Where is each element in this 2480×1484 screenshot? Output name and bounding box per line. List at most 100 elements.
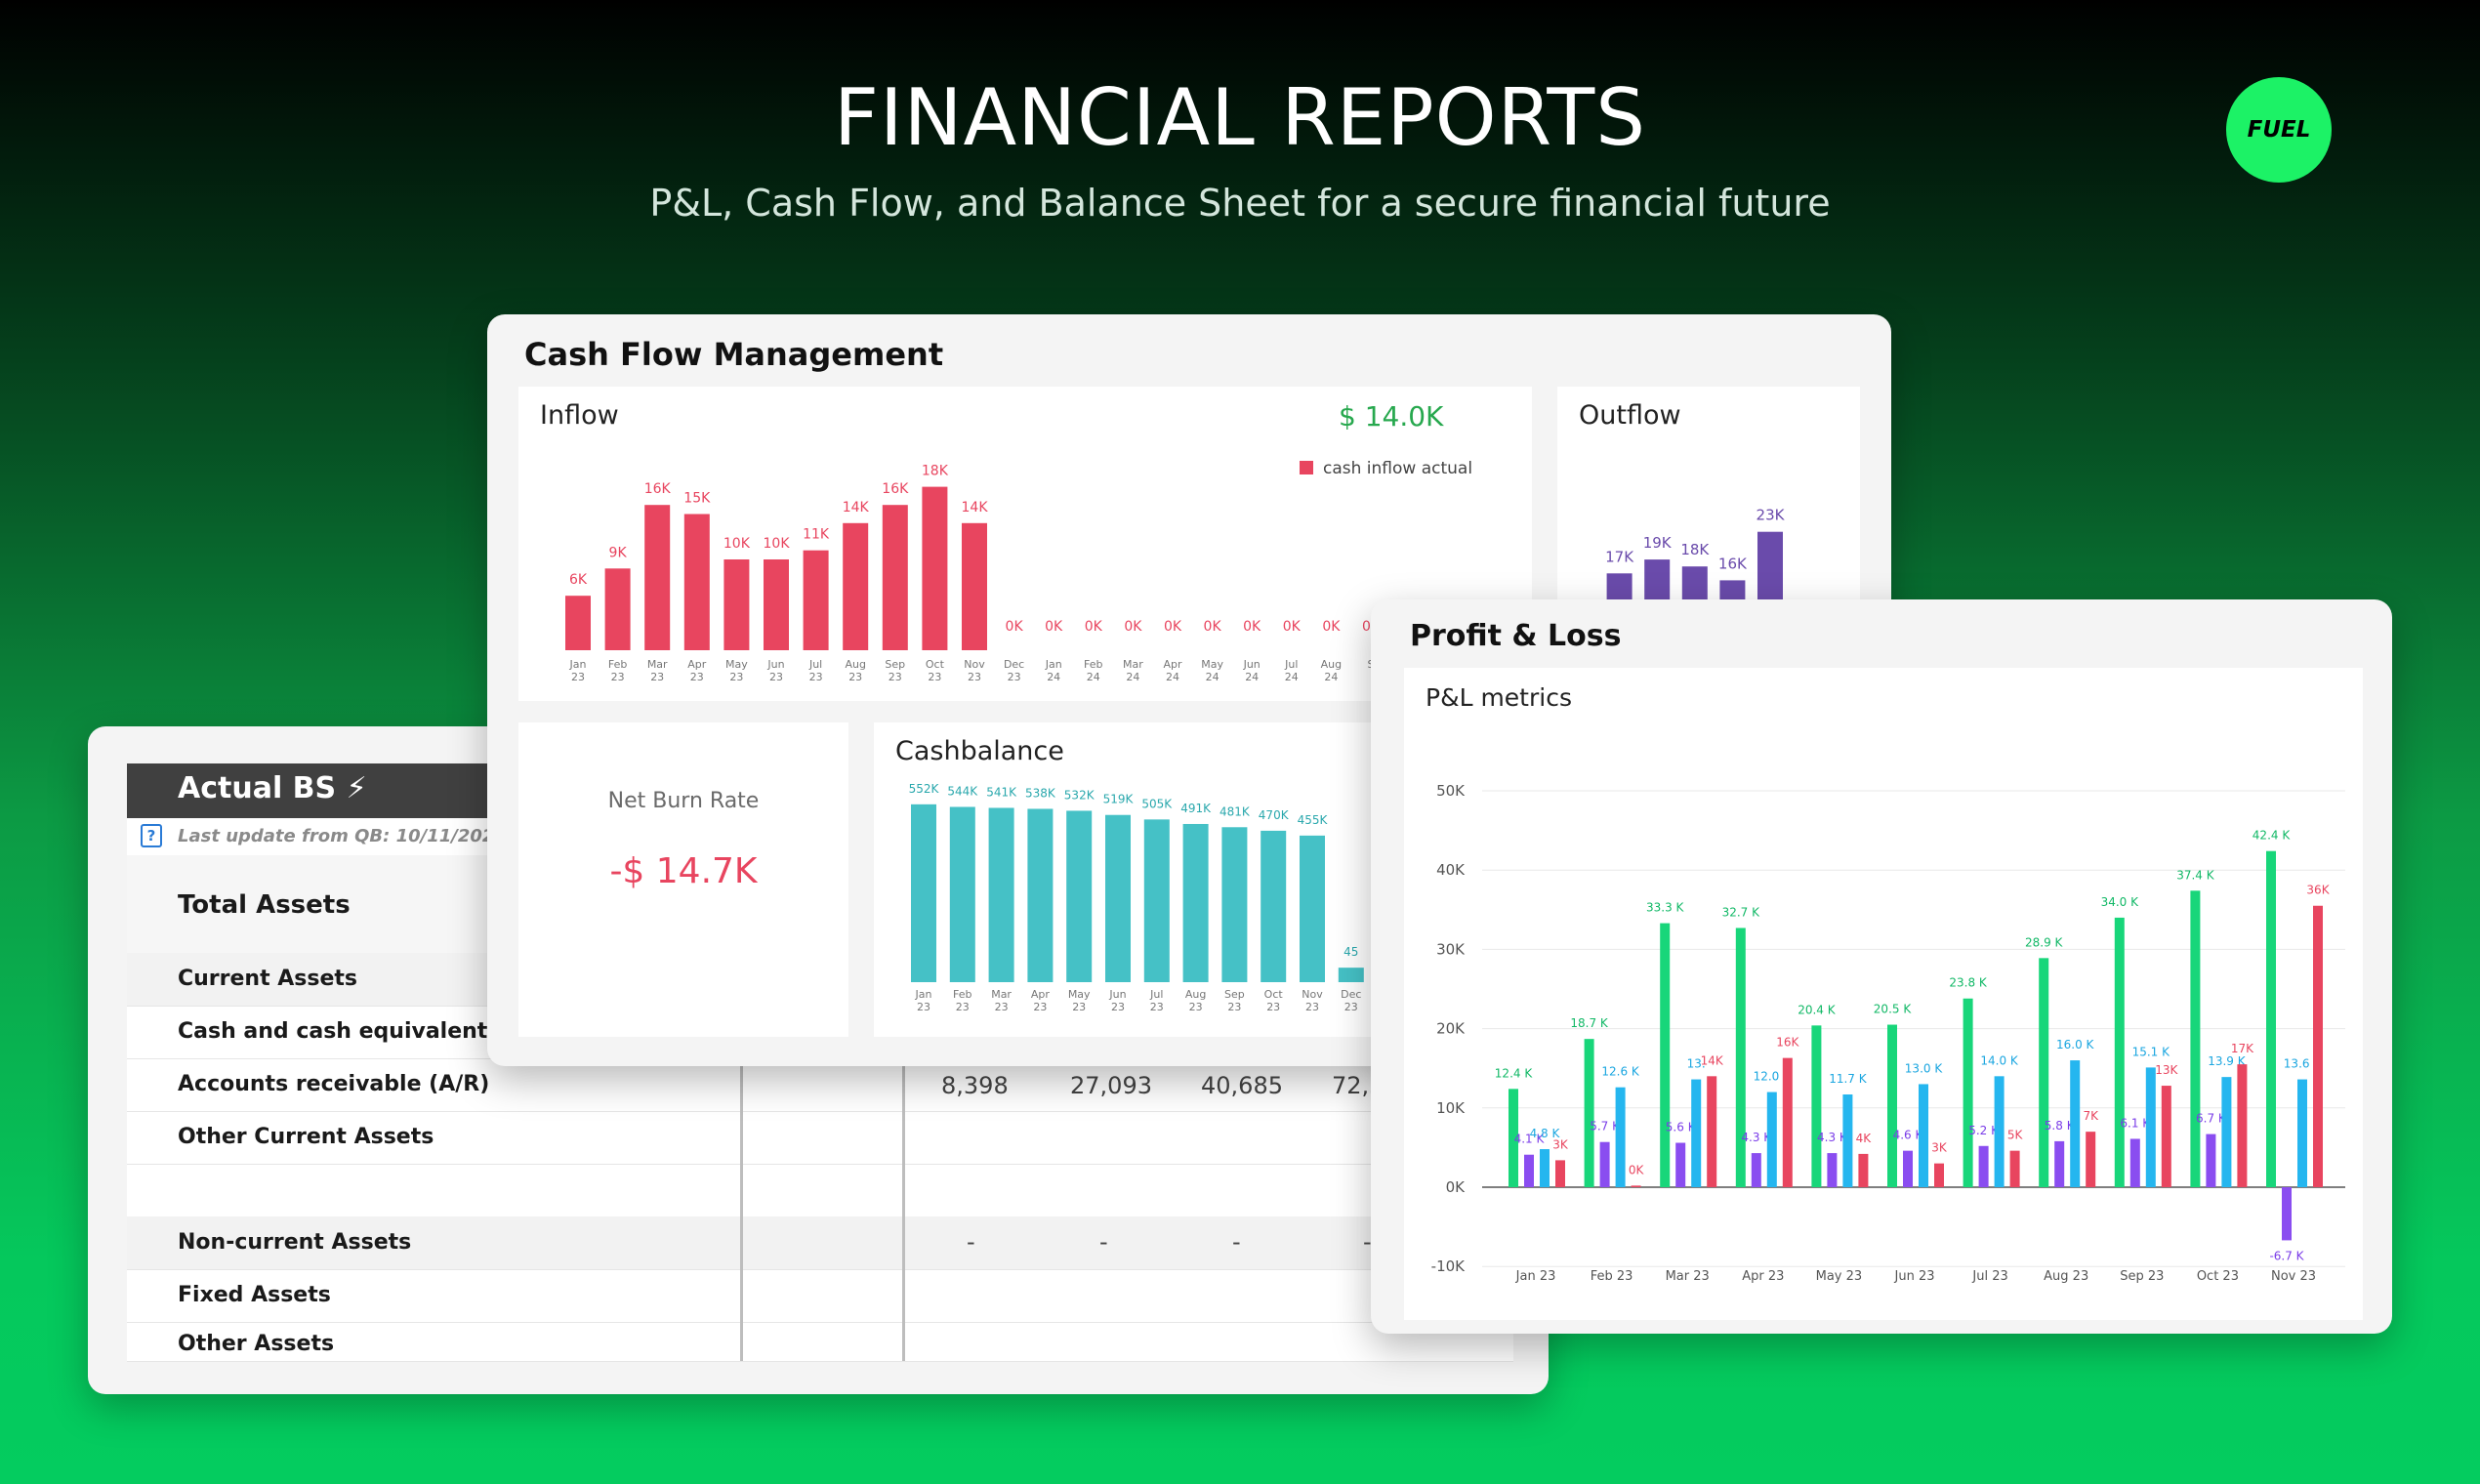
fuel-logo: FUEL	[2226, 77, 2332, 183]
inflow-x-tick: 23	[848, 671, 862, 683]
pl-x-tick: Aug 23	[2044, 1269, 2088, 1284]
pl-y-tick: 20K	[1436, 1020, 1466, 1038]
pl-data-label: 37.4 K	[2176, 868, 2215, 882]
pl-data-label: 13.0 K	[1905, 1061, 1944, 1075]
column-divider	[740, 1066, 743, 1361]
table-cell: -	[1232, 1228, 1241, 1256]
inflow-x-tick: Jul	[808, 658, 822, 671]
inflow-x-tick: 23	[729, 671, 743, 683]
cashbalance-title: Cashbalance	[895, 736, 1064, 766]
cashbalance-data-label: 45	[1343, 945, 1358, 959]
pl-bar	[1540, 1149, 1550, 1187]
question-icon[interactable]: ?	[141, 824, 162, 847]
pl-bar	[2009, 1150, 2020, 1187]
cashbalance-x-tick: 23	[1033, 1001, 1047, 1013]
inflow-bar	[764, 559, 789, 650]
net-burn-value: -$ 14.7K	[609, 851, 758, 891]
inflow-x-tick: Aug	[845, 658, 865, 671]
cashbalance-bar	[911, 804, 936, 982]
table-row: Other Current Assets	[127, 1111, 1513, 1165]
row-label-non-current-assets: Non-current Assets	[178, 1230, 412, 1255]
inflow-x-tick: 24	[1047, 671, 1060, 683]
cashbalance-bar	[1105, 814, 1131, 982]
pl-bar	[1707, 1076, 1717, 1187]
cashbalance-x-tick: Nov	[1302, 988, 1323, 1001]
inflow-x-tick: 23	[769, 671, 783, 683]
pl-bar	[1782, 1057, 1793, 1187]
pl-metrics-title: P&L metrics	[1426, 683, 1572, 712]
inflow-x-tick: Nov	[964, 658, 985, 671]
pl-bar	[1631, 1185, 1641, 1187]
pl-bar	[2313, 905, 2323, 1187]
inflow-x-tick: Jul	[1284, 658, 1298, 671]
cashbalance-x-tick: Sep	[1224, 988, 1245, 1001]
cashbalance-x-tick: 23	[917, 1001, 930, 1013]
pl-bar	[1934, 1163, 1944, 1187]
cashbalance-x-tick: 23	[1344, 1001, 1358, 1013]
pl-bar	[1766, 1092, 1777, 1187]
pl-x-tick: Nov 23	[2271, 1269, 2316, 1284]
inflow-legend[interactable]: cash inflow actual	[1300, 459, 1472, 478]
pl-y-tick: 0K	[1446, 1178, 1467, 1196]
outflow-title: Outflow	[1579, 400, 1681, 431]
pl-data-label: 20.5 K	[1874, 1003, 1913, 1016]
cashbalance-bar	[1338, 968, 1364, 982]
inflow-card: Inflow $ 14.0K cash inflow actual 6K Jan 2…	[518, 387, 1532, 701]
pl-y-tick: 30K	[1436, 940, 1466, 958]
row-label-other-assets: Other Assets	[178, 1332, 335, 1356]
pl-data-label: 13.9 K	[2208, 1054, 2247, 1068]
inflow-data-label: 0K	[1243, 619, 1261, 635]
cashbalance-x-tick: 23	[1072, 1001, 1086, 1013]
cashbalance-bar	[1261, 830, 1287, 982]
pl-data-label: 6.1 K	[2120, 1116, 2151, 1130]
cashbalance-x-tick: Mar	[991, 988, 1012, 1001]
pl-data-label: 11.7 K	[1829, 1072, 1868, 1086]
pl-bar	[2266, 850, 2276, 1187]
pl-data-label: 4.3 K	[1741, 1131, 1772, 1144]
pl-bar	[1903, 1150, 1913, 1187]
inflow-data-label: 10K	[723, 536, 751, 552]
inflow-x-tick: May	[725, 658, 748, 671]
pl-data-label: 5K	[2007, 1129, 2024, 1142]
pl-data-label: 0K	[1629, 1163, 1645, 1176]
pl-x-tick: Oct 23	[2197, 1269, 2239, 1284]
inflow-bar	[962, 522, 987, 650]
cashbalance-data-label: 519K	[1103, 793, 1135, 806]
pl-bar	[1887, 1024, 1897, 1187]
inflow-x-tick: 24	[1324, 671, 1338, 683]
inflow-data-label: 0K	[1124, 619, 1142, 635]
pl-bar	[1660, 923, 1671, 1187]
pl-data-label: 20.4 K	[1798, 1003, 1837, 1016]
cashbalance-x-tick: 23	[1305, 1001, 1319, 1013]
pl-bar	[1599, 1141, 1610, 1187]
pl-data-label: 4K	[1856, 1132, 1873, 1145]
pl-bar	[2129, 1138, 2140, 1187]
pl-bar	[1509, 1089, 1518, 1187]
pl-bar	[2297, 1079, 2307, 1187]
pl-bar	[1584, 1039, 1594, 1187]
inflow-x-tick: 23	[611, 671, 625, 683]
inflow-bar	[683, 514, 710, 650]
row-label-other-current-assets: Other Current Assets	[178, 1125, 434, 1149]
inflow-x-tick: 24	[1206, 671, 1219, 683]
inflow-x-tick: 23	[928, 671, 941, 683]
inflow-x-tick: Jan	[1045, 658, 1062, 671]
inflow-x-tick: Jun	[1243, 658, 1261, 671]
cashbalance-data-label: 505K	[1141, 797, 1173, 810]
cashbalance-data-label: 538K	[1025, 786, 1056, 800]
pl-data-label: 4.8 K	[1530, 1127, 1561, 1140]
cashbalance-bar	[949, 806, 975, 982]
table-row	[127, 1164, 1513, 1217]
pl-data-label: 36K	[2306, 884, 2330, 897]
cashbalance-bar	[1027, 808, 1054, 982]
legend-label: cash inflow actual	[1323, 459, 1473, 478]
inflow-data-label: 15K	[683, 491, 711, 507]
pl-bar	[2145, 1067, 2156, 1187]
cashbalance-bar	[1066, 810, 1093, 982]
inflow-data-label: 0K	[1085, 619, 1103, 635]
inflow-x-tick: Aug	[1321, 658, 1342, 671]
pl-data-label: 3K	[1552, 1137, 1569, 1151]
pl-data-label: 13.	[1687, 1057, 1706, 1071]
pl-x-tick: Sep 23	[2120, 1269, 2164, 1284]
